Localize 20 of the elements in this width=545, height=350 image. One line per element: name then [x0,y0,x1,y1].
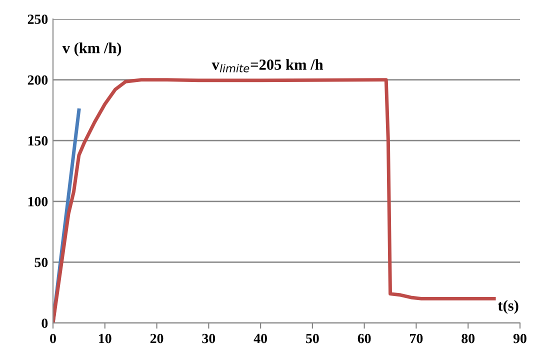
y-axis-title: v (km /h) [62,42,122,56]
y-tick-label: 250 [28,14,48,24]
x-tick-label: 60 [358,334,371,344]
y-tick-label: 150 [28,136,48,146]
line-series [53,78,496,323]
y-tick-label: 0 [42,318,48,328]
x-tick-label: 40 [254,334,267,344]
y-tick-label: 50 [34,258,48,268]
x-tick-label: 50 [306,334,319,344]
x-tick-label: 20 [150,334,164,344]
y-tick-label: 200 [28,75,48,85]
x-tick-label: 90 [513,334,526,344]
y-tick-label: 100 [28,196,48,206]
annotation: v$_{limite}$=205 km /h [212,59,324,72]
x-tick-label: 70 [410,334,423,344]
x-axis-title: t(s) [498,300,518,314]
x-tick-label: 10 [99,334,112,344]
x-tick-label: 0 [50,334,56,344]
x-tick-label: 30 [202,334,216,344]
x-tick-label: 80 [462,334,475,344]
